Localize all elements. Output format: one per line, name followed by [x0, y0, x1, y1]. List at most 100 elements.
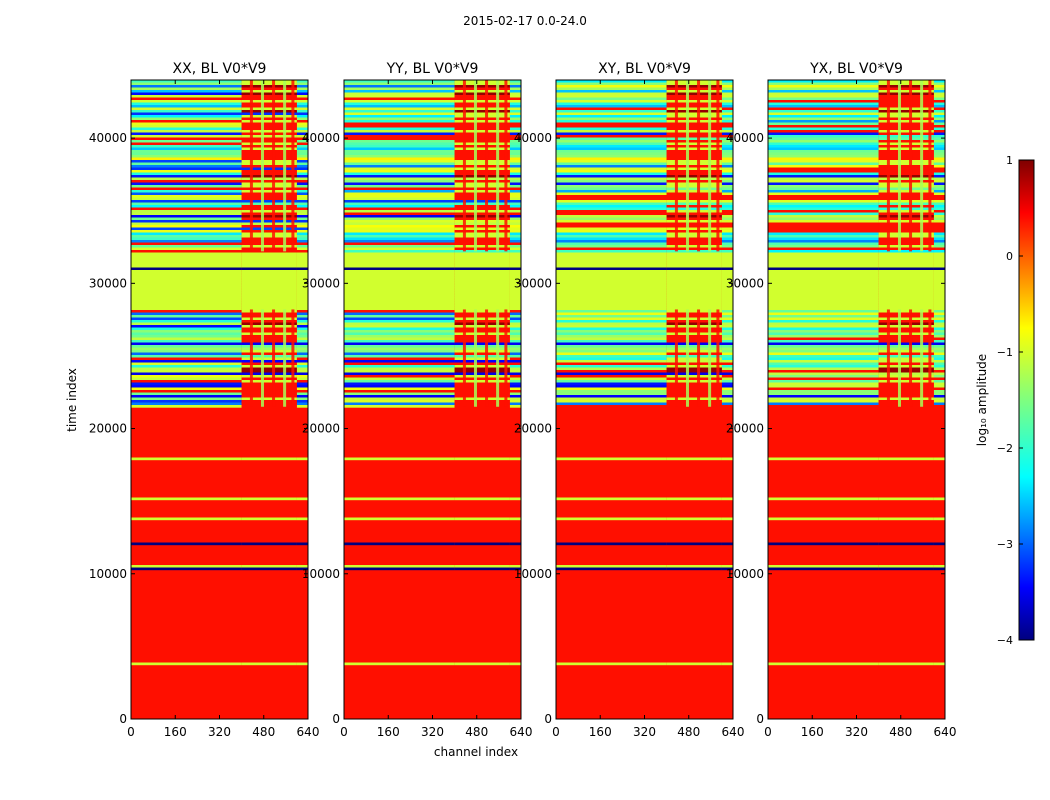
- heatmap-row: [556, 457, 667, 461]
- heatmap-row: [721, 132, 733, 136]
- heatmap-row: [556, 275, 667, 278]
- heatmap-row-rfi: [666, 255, 722, 258]
- heatmap-row-rfi: [454, 542, 510, 546]
- panel-4: YX, BL V0*V90 160 320 480 640010000200003000…: [726, 61, 957, 739]
- heatmap-row: [509, 342, 521, 346]
- heatmap-row: [296, 177, 308, 181]
- heatmap-row: [768, 135, 879, 138]
- heatmap-row: [933, 250, 945, 253]
- heatmap-row: [296, 337, 308, 341]
- heatmap-row: [721, 232, 733, 236]
- heatmap-row: [131, 232, 242, 236]
- heatmap-row: [509, 405, 521, 408]
- heatmap-row: [768, 190, 879, 193]
- heatmap-row: [131, 367, 242, 371]
- heatmap-row: [721, 202, 733, 206]
- heatmap-row: [131, 227, 242, 231]
- heatmap-row: [556, 312, 667, 316]
- heatmap-row-rfi: [241, 100, 297, 103]
- heatmap-row: [296, 205, 308, 208]
- heatmap-row: [344, 375, 455, 378]
- heatmap-row-rfi: [241, 255, 297, 258]
- heatmap-row: [344, 240, 455, 243]
- heatmap-row-rfi: [241, 92, 297, 96]
- heatmap-row: [721, 157, 733, 161]
- heatmap-row-rfi: [878, 367, 934, 371]
- heatmap-row-rfi: [241, 212, 297, 216]
- heatmap-row: [131, 360, 242, 363]
- heatmap-row: [721, 312, 733, 316]
- heatmap-row: [933, 365, 945, 368]
- heatmap-row-rfi: [878, 230, 934, 233]
- heatmap-row-rfi: [454, 362, 510, 366]
- heatmap-row: [768, 377, 879, 381]
- heatmap-row-rfi: [241, 322, 297, 326]
- heatmap-row: [933, 362, 945, 366]
- heatmap-row: [933, 115, 945, 118]
- heatmap-row: [768, 340, 879, 343]
- heatmap-row: [509, 235, 521, 238]
- heatmap-row: [556, 152, 667, 156]
- rfi-stripe: [485, 309, 489, 407]
- heatmap-row-rfi: [241, 355, 297, 358]
- heatmap-row: [131, 357, 242, 361]
- heatmap-row-rfi: [878, 345, 934, 348]
- heatmap-row-rfi: [878, 122, 934, 126]
- heatmap-row: [933, 152, 945, 156]
- heatmap-row: [509, 200, 521, 203]
- heatmap-row: [933, 120, 945, 123]
- heatmap-row: [933, 182, 945, 186]
- heatmap-row: [344, 120, 455, 123]
- heatmap-row: [131, 235, 242, 238]
- heatmap-row: [296, 95, 308, 98]
- heatmap-row: [509, 225, 521, 228]
- heatmap-row: [933, 190, 945, 193]
- heatmap-row-rfi: [241, 272, 297, 276]
- heatmap-row-rfi: [241, 120, 297, 123]
- heatmap-row: [344, 235, 455, 238]
- panel-3: XY, BL V0*V90 160 320 480 640010000200003000…: [514, 61, 745, 739]
- heatmap-row: [721, 262, 733, 266]
- heatmap-row: [933, 252, 945, 256]
- heatmap-row: [556, 165, 667, 168]
- heatmap-row: [509, 565, 521, 568]
- heatmap-row-rfi: [878, 377, 934, 381]
- rfi-stripe: [272, 309, 276, 407]
- heatmap-row: [296, 270, 308, 273]
- heatmap-row: [131, 155, 242, 158]
- heatmap-row: [344, 115, 455, 118]
- heatmap-row-rfi: [241, 310, 297, 313]
- heatmap-row: [509, 185, 521, 188]
- heatmap-row: [768, 95, 879, 98]
- heatmap-row-rfi: [666, 290, 722, 293]
- y-tick-label: 10000: [514, 567, 552, 581]
- heatmap-row: [556, 267, 667, 271]
- heatmap-row: [933, 297, 945, 301]
- heatmap-row: [556, 190, 667, 193]
- heatmap-row: [296, 272, 308, 276]
- heatmap-row: [131, 137, 242, 141]
- heatmap-row-rfi: [666, 360, 722, 363]
- heatmap-row: [721, 137, 733, 141]
- heatmap-row: [131, 385, 242, 388]
- heatmap-row-rfi: [666, 325, 722, 328]
- heatmap-row-rfi: [241, 135, 297, 138]
- heatmap-row: [768, 375, 879, 378]
- heatmap-row-rfi: [241, 265, 297, 268]
- heatmap-row: [768, 325, 879, 328]
- heatmap-row: [721, 240, 733, 243]
- heatmap-row: [933, 230, 945, 233]
- heatmap-row: [509, 295, 521, 298]
- heatmap-row: [344, 347, 455, 351]
- heatmap-row: [933, 400, 945, 403]
- heatmap-row: [509, 282, 521, 286]
- heatmap-row: [556, 150, 667, 153]
- heatmap-row: [768, 195, 879, 198]
- heatmap-row-rfi: [878, 220, 934, 223]
- heatmap-row: [721, 302, 733, 306]
- heatmap-row: [296, 207, 308, 211]
- heatmap-row: [556, 167, 667, 171]
- heatmap-row: [768, 260, 879, 263]
- heatmap-row: [721, 377, 733, 381]
- heatmap-row: [509, 157, 521, 161]
